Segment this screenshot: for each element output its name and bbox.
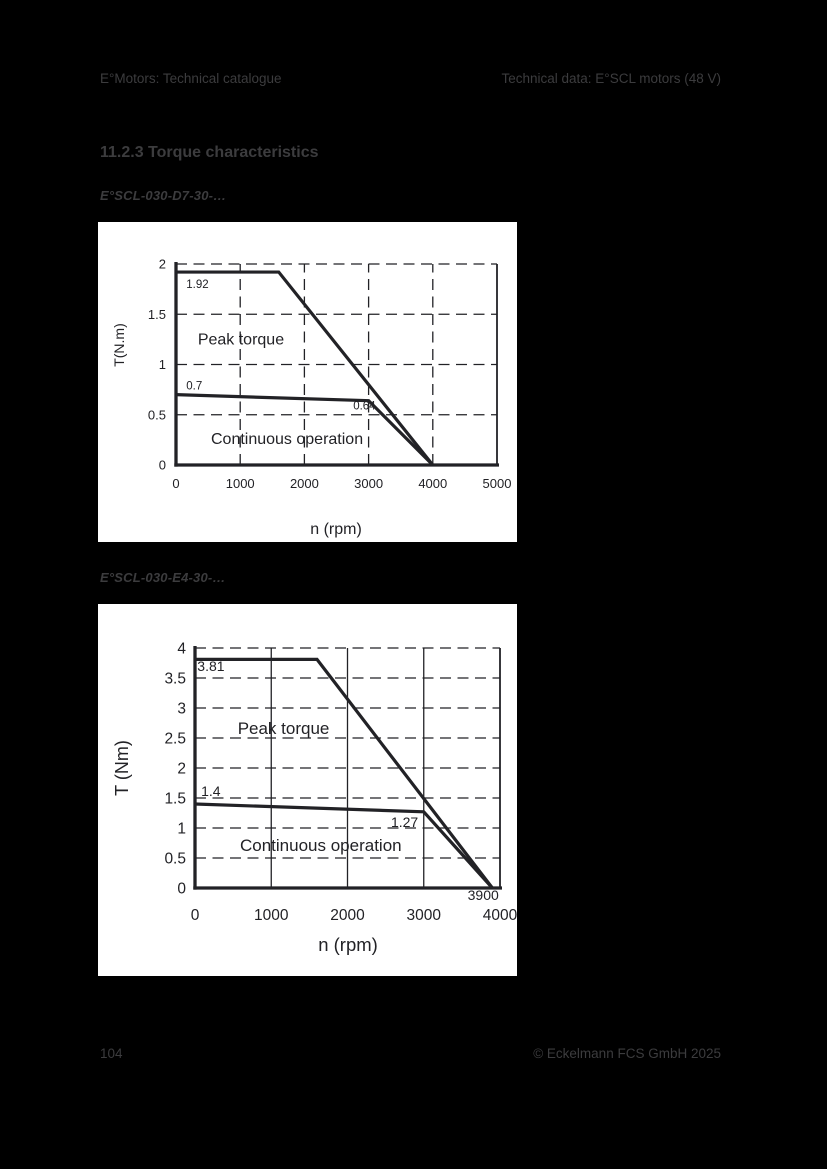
x-tick-label: 4000 <box>483 907 517 924</box>
x-tick-label: 2000 <box>330 907 365 924</box>
x-tick-label: 5000 <box>483 476 512 491</box>
x-axis-title: n (rpm) <box>318 934 378 955</box>
x-tick-label: 3000 <box>407 907 442 924</box>
x-tick-label: 4000 <box>418 476 447 491</box>
y-tick-label: 0.5 <box>164 851 186 868</box>
y-tick-label: 0.5 <box>148 407 166 422</box>
copyright-text: © Eckelmann FCS GmbH 2025 <box>533 1046 721 1061</box>
y-tick-label: 4 <box>177 641 186 658</box>
annotation-label: 1.4 <box>201 783 221 799</box>
section-title: 11.2.3 Torque characteristics <box>100 144 319 161</box>
y-tick-label: 3 <box>177 701 186 718</box>
y-axis-title: T(N.m) <box>111 323 127 367</box>
x-tick-label: 0 <box>191 907 200 924</box>
curve-continuous-operation <box>175 393 434 467</box>
y-tick-label: 0 <box>159 458 166 473</box>
page-number: 104 <box>100 1046 123 1061</box>
torque-chart-figure-1: 0 1000 2000 3000 4000 5000 0 0.5 1 1.5 2 n (rpm) T(N… <box>98 222 517 542</box>
x-tick-label: 1000 <box>226 476 255 491</box>
torque-chart-2: 0 1000 2000 3000 4000 0 0.5 1 1.5 2 2.5 3 3.5 4 n (rpm… <box>112 641 517 956</box>
x-tick-label: 2000 <box>290 476 319 491</box>
figure-caption-1: E°SCL-030-D7-30-… <box>100 188 227 203</box>
annotation-label: 1.27 <box>391 814 418 830</box>
annotation-label: Continuous operation <box>240 836 402 855</box>
figure-caption-2: E°SCL-030-E4-30-… <box>100 570 226 585</box>
y-tick-label: 1.5 <box>164 791 186 808</box>
annotation-label: Continuous operation <box>211 431 363 448</box>
y-tick-label: 1 <box>159 357 166 372</box>
header-left-text: E°Motors: Technical catalogue <box>100 71 282 86</box>
y-tick-label: 2 <box>177 761 186 778</box>
y-tick-label: 0 <box>177 881 186 898</box>
curve-peak-torque <box>176 270 435 466</box>
y-tick-label: 3.5 <box>164 671 186 688</box>
annotation-label: Peak torque <box>198 331 284 348</box>
annotation-label: 3.81 <box>197 658 224 674</box>
x-tick-label: 1000 <box>254 907 289 924</box>
y-tick-label: 1 <box>177 821 186 838</box>
x-tick-label: 3000 <box>354 476 383 491</box>
annotation-label: 1.92 <box>186 279 208 291</box>
curve-peak-torque <box>195 657 494 889</box>
annotation-label: 3900 <box>468 887 499 903</box>
curve-continuous-operation <box>194 802 494 890</box>
header-right-text: Technical data: E°SCL motors (48 V) <box>501 71 722 86</box>
x-axis-title: n (rpm) <box>310 521 362 538</box>
annotation-label: 0.7 <box>186 381 202 393</box>
y-tick-label: 2 <box>159 257 166 272</box>
torque-chart-figure-2: 0 1000 2000 3000 4000 0 0.5 1 1.5 2 2.5 3 3.5 4 n (rpm… <box>98 604 517 976</box>
y-tick-label: 1.5 <box>148 307 166 322</box>
y-tick-label: 2.5 <box>164 731 186 748</box>
y-axis-title: T (Nm) <box>112 740 132 796</box>
x-tick-label: 0 <box>172 476 179 491</box>
annotation-label: Peak torque <box>238 719 330 738</box>
torque-chart-1: 0 1000 2000 3000 4000 5000 0 0.5 1 1.5 2 n (rpm) T(N… <box>111 257 512 539</box>
annotation-label: 0.64 <box>353 401 376 413</box>
